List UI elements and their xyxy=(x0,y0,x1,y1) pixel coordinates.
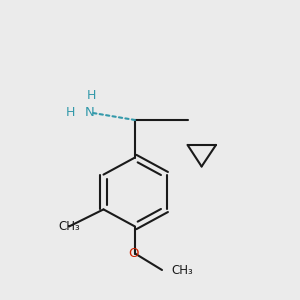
Text: CH₃: CH₃ xyxy=(58,220,80,233)
Text: CH₃: CH₃ xyxy=(171,263,193,277)
Text: H: H xyxy=(87,89,96,103)
Text: O: O xyxy=(128,247,139,260)
Text: N: N xyxy=(85,106,95,119)
Text: H: H xyxy=(66,106,75,119)
